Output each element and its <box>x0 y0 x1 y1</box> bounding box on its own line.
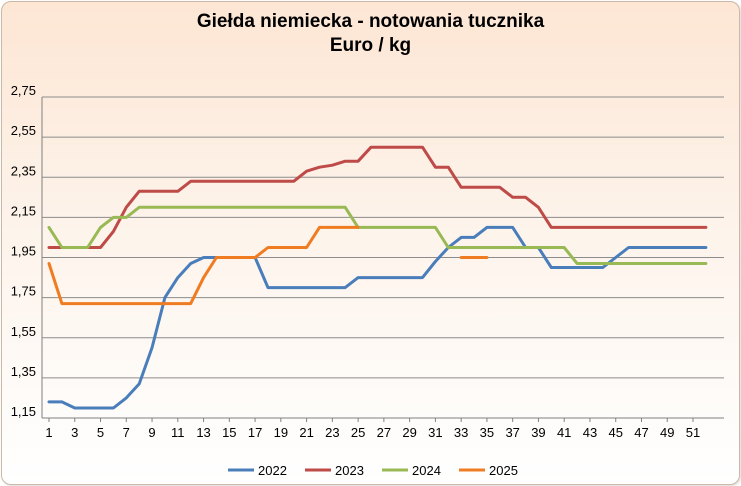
y-tick-label: 2,55 <box>11 123 36 138</box>
x-tick-label: 35 <box>480 425 494 440</box>
x-tick-label: 5 <box>97 425 104 440</box>
x-tick-label: 11 <box>171 425 185 440</box>
x-tick-label: 45 <box>608 425 622 440</box>
x-tick-label: 19 <box>274 425 288 440</box>
chart-title-line2: Euro / kg <box>329 35 412 56</box>
legend-label-2025: 2025 <box>489 463 518 478</box>
series-line-2025 <box>47 225 360 306</box>
y-tick-label: 2,75 <box>11 83 36 98</box>
chart-title-line1: Giełda niemiecka - notowania tucznika <box>196 11 545 32</box>
x-tick-label: 7 <box>123 425 130 440</box>
y-tick-label: 1,35 <box>11 364 36 379</box>
y-tick-label: 1,95 <box>11 244 36 259</box>
y-tick-label: 2,15 <box>11 203 36 218</box>
y-tick-label: 1,55 <box>11 324 36 339</box>
x-tick-label: 17 <box>248 425 262 440</box>
x-tick-label: 27 <box>377 425 391 440</box>
x-tick-label: 51 <box>686 425 700 440</box>
x-tick-label: 43 <box>583 425 597 440</box>
x-tick-label: 3 <box>71 425 78 440</box>
x-tick-label: 15 <box>222 425 236 440</box>
y-tick-label: 1,15 <box>11 404 36 419</box>
x-tick-label: 41 <box>557 425 571 440</box>
x-tick-label: 31 <box>428 425 442 440</box>
series-line-2023 <box>47 145 708 249</box>
x-tick-label: 47 <box>634 425 648 440</box>
series-line-2022 <box>47 225 708 410</box>
legend-label-2023: 2023 <box>335 463 364 478</box>
x-tick-label: 25 <box>351 425 365 440</box>
x-tick-label: 23 <box>325 425 339 440</box>
series-line-2024 <box>47 205 708 265</box>
chart-title: Giełda niemiecka - notowania tucznika Eu… <box>0 10 741 58</box>
x-tick-label: 33 <box>454 425 468 440</box>
x-tick-label: 21 <box>299 425 313 440</box>
x-tick-label: 9 <box>148 425 155 440</box>
x-tick-label: 29 <box>402 425 416 440</box>
y-tick-label: 1,75 <box>11 284 36 299</box>
x-tick-label: 49 <box>660 425 674 440</box>
x-tick-label: 13 <box>196 425 210 440</box>
x-tick-label: 37 <box>505 425 519 440</box>
y-tick-label: 2,35 <box>11 163 36 178</box>
x-tick-label: 1 <box>45 425 52 440</box>
legend-label-2022: 2022 <box>258 463 287 478</box>
legend-label-2024: 2024 <box>412 463 441 478</box>
x-tick-label: 39 <box>531 425 545 440</box>
